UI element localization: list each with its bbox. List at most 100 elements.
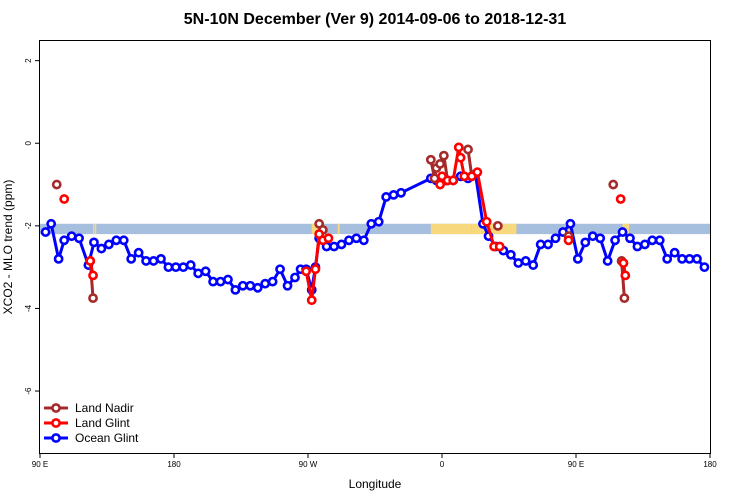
- data-point: [53, 253, 64, 264]
- data-point: [358, 235, 369, 246]
- legend-item: Land Nadir: [44, 401, 134, 415]
- data-point: [88, 293, 98, 304]
- data-point: [323, 233, 334, 244]
- data-point: [662, 253, 673, 264]
- data-point: [647, 235, 658, 246]
- data-point: [455, 152, 466, 163]
- data-point: [170, 262, 181, 273]
- data-point: [492, 220, 503, 231]
- data-point: [620, 270, 631, 281]
- data-point: [520, 256, 531, 266]
- data-point: [301, 266, 312, 277]
- data-point: [435, 179, 446, 190]
- x-axis: 90 E 180 90 W 0 90 E 180: [32, 453, 717, 469]
- data-point: [388, 189, 399, 200]
- data-point: [513, 258, 524, 268]
- data-point: [572, 253, 583, 264]
- data-point: [608, 179, 619, 190]
- data-point: [66, 231, 77, 242]
- data-point: [625, 233, 635, 244]
- data-point: [366, 218, 377, 229]
- x-axis-label: Longitude: [349, 477, 402, 491]
- y-tick-label: 0: [24, 140, 33, 145]
- legend-item: Land Glint: [44, 416, 130, 430]
- data-point: [595, 233, 606, 244]
- data-point: [275, 264, 285, 275]
- data-point: [103, 239, 114, 250]
- data-point: [351, 233, 362, 244]
- y-axis: 2 0 -2 -4 -6: [24, 58, 40, 395]
- data-point: [306, 295, 317, 306]
- data-point: [230, 284, 241, 295]
- data-point: [74, 233, 84, 244]
- legend-marker: [51, 403, 61, 413]
- data-point: [632, 241, 643, 252]
- data-point: [267, 276, 278, 287]
- data-point: [381, 192, 392, 202]
- data-point: [543, 239, 553, 250]
- data-point: [602, 256, 613, 266]
- data-point: [336, 239, 347, 250]
- data-point: [618, 258, 629, 268]
- data-point: [692, 253, 702, 264]
- data-point: [51, 179, 62, 190]
- data-point: [463, 144, 473, 155]
- data-point: [118, 235, 129, 246]
- data-point: [290, 272, 300, 283]
- data-point: [344, 235, 354, 246]
- data-point: [96, 243, 107, 254]
- plot-frame: [39, 40, 711, 454]
- series-group: [40, 142, 710, 306]
- data-point: [580, 237, 591, 248]
- data-point: [565, 218, 576, 229]
- data-point: [85, 256, 96, 266]
- land-segment: [311, 223, 323, 235]
- legend-label: Ocean Glint: [75, 431, 139, 445]
- data-point: [425, 154, 436, 165]
- y-tick-label: -4: [24, 304, 33, 312]
- x-tick-label: 180: [703, 460, 717, 469]
- data-point: [237, 280, 248, 291]
- data-point: [396, 187, 406, 198]
- x-tick-label: 0: [440, 460, 445, 469]
- data-point: [453, 142, 464, 153]
- data-point: [459, 171, 470, 182]
- x-tick-label: 90 W: [299, 460, 318, 469]
- data-point: [89, 237, 99, 248]
- data-point: [373, 216, 384, 227]
- data-point: [215, 276, 226, 287]
- legend-marker: [51, 433, 61, 443]
- land-segment: [94, 223, 97, 235]
- data-point: [200, 266, 211, 277]
- data-point: [587, 231, 598, 242]
- data-point: [684, 253, 695, 264]
- data-point: [435, 158, 446, 169]
- reference-band: [40, 223, 710, 235]
- data-point: [59, 235, 70, 246]
- data-point: [126, 253, 137, 264]
- data-point: [639, 239, 650, 250]
- data-point: [148, 256, 159, 266]
- legend-item: Ocean Glint: [44, 431, 139, 445]
- legend-label: Land Glint: [75, 416, 130, 430]
- data-point: [178, 262, 189, 273]
- x-tick-label: 180: [167, 460, 181, 469]
- land-segment: [430, 223, 472, 235]
- data-point: [111, 235, 122, 246]
- data-point: [677, 253, 687, 264]
- legend-marker: [51, 418, 61, 428]
- data-point: [610, 235, 620, 246]
- data-point: [310, 264, 321, 275]
- data-point: [46, 218, 57, 229]
- data-point: [223, 274, 233, 285]
- y-tick-label: -6: [24, 387, 33, 395]
- data-point: [535, 239, 546, 250]
- data-point: [40, 227, 51, 237]
- data-point: [260, 278, 271, 289]
- data-point: [505, 249, 516, 260]
- reference-band-rect: [40, 223, 710, 235]
- x-tick-label: 90 E: [568, 460, 584, 469]
- data-point: [617, 227, 628, 237]
- data-point: [59, 194, 70, 204]
- data-point: [528, 260, 539, 270]
